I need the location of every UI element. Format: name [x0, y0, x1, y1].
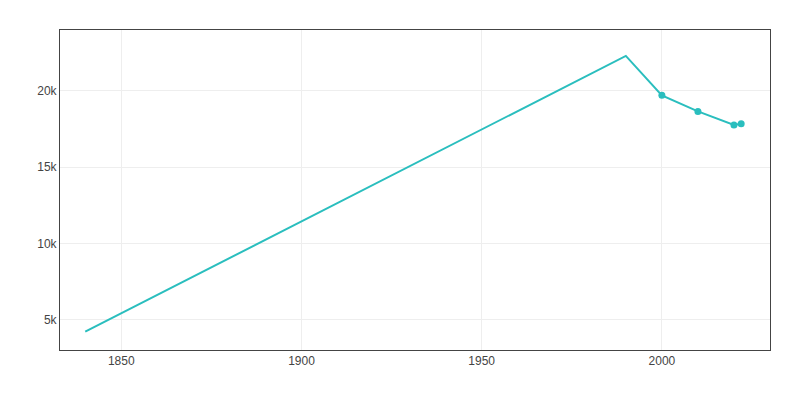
svg-text:15k: 15k [37, 160, 57, 174]
svg-text:20k: 20k [37, 84, 57, 98]
svg-text:1950: 1950 [468, 354, 495, 368]
svg-text:1900: 1900 [288, 354, 315, 368]
svg-text:5k: 5k [44, 313, 58, 327]
svg-text:2000: 2000 [649, 354, 676, 368]
svg-text:10k: 10k [37, 237, 57, 251]
svg-text:1850: 1850 [108, 354, 135, 368]
